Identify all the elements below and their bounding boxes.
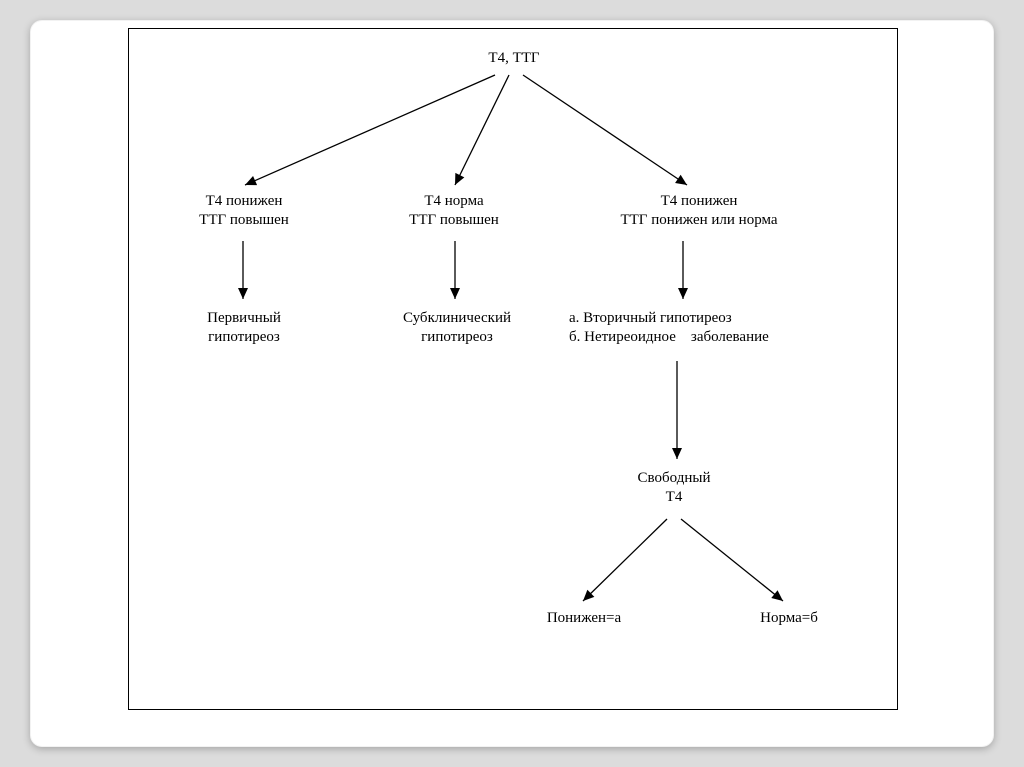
- node-res-a: Понижен=а: [519, 609, 649, 628]
- node-res-b: Норма=б: [729, 609, 849, 628]
- node-diag2: Субклинический гипотиреоз: [367, 309, 547, 347]
- node-root: Т4, ТТГ: [479, 49, 549, 68]
- card: Т4, ТТГ Т4 понижен ТТГ повышен Т4 норма …: [30, 20, 994, 747]
- node-diag3: а. Вторичный гипотиреоз б. Нетиреоидное …: [569, 309, 889, 347]
- node-branch1: Т4 понижен ТТГ повышен: [159, 192, 329, 230]
- node-free-t4: Свободный Т4: [609, 469, 739, 507]
- node-branch2: Т4 норма ТТГ повышен: [369, 192, 539, 230]
- arrows-layer: [129, 29, 897, 709]
- diagram-panel: Т4, ТТГ Т4 понижен ТТГ повышен Т4 норма …: [128, 28, 898, 710]
- node-diag1: Первичный гипотиреоз: [169, 309, 319, 347]
- node-branch3: Т4 понижен ТТГ понижен или норма: [569, 192, 829, 230]
